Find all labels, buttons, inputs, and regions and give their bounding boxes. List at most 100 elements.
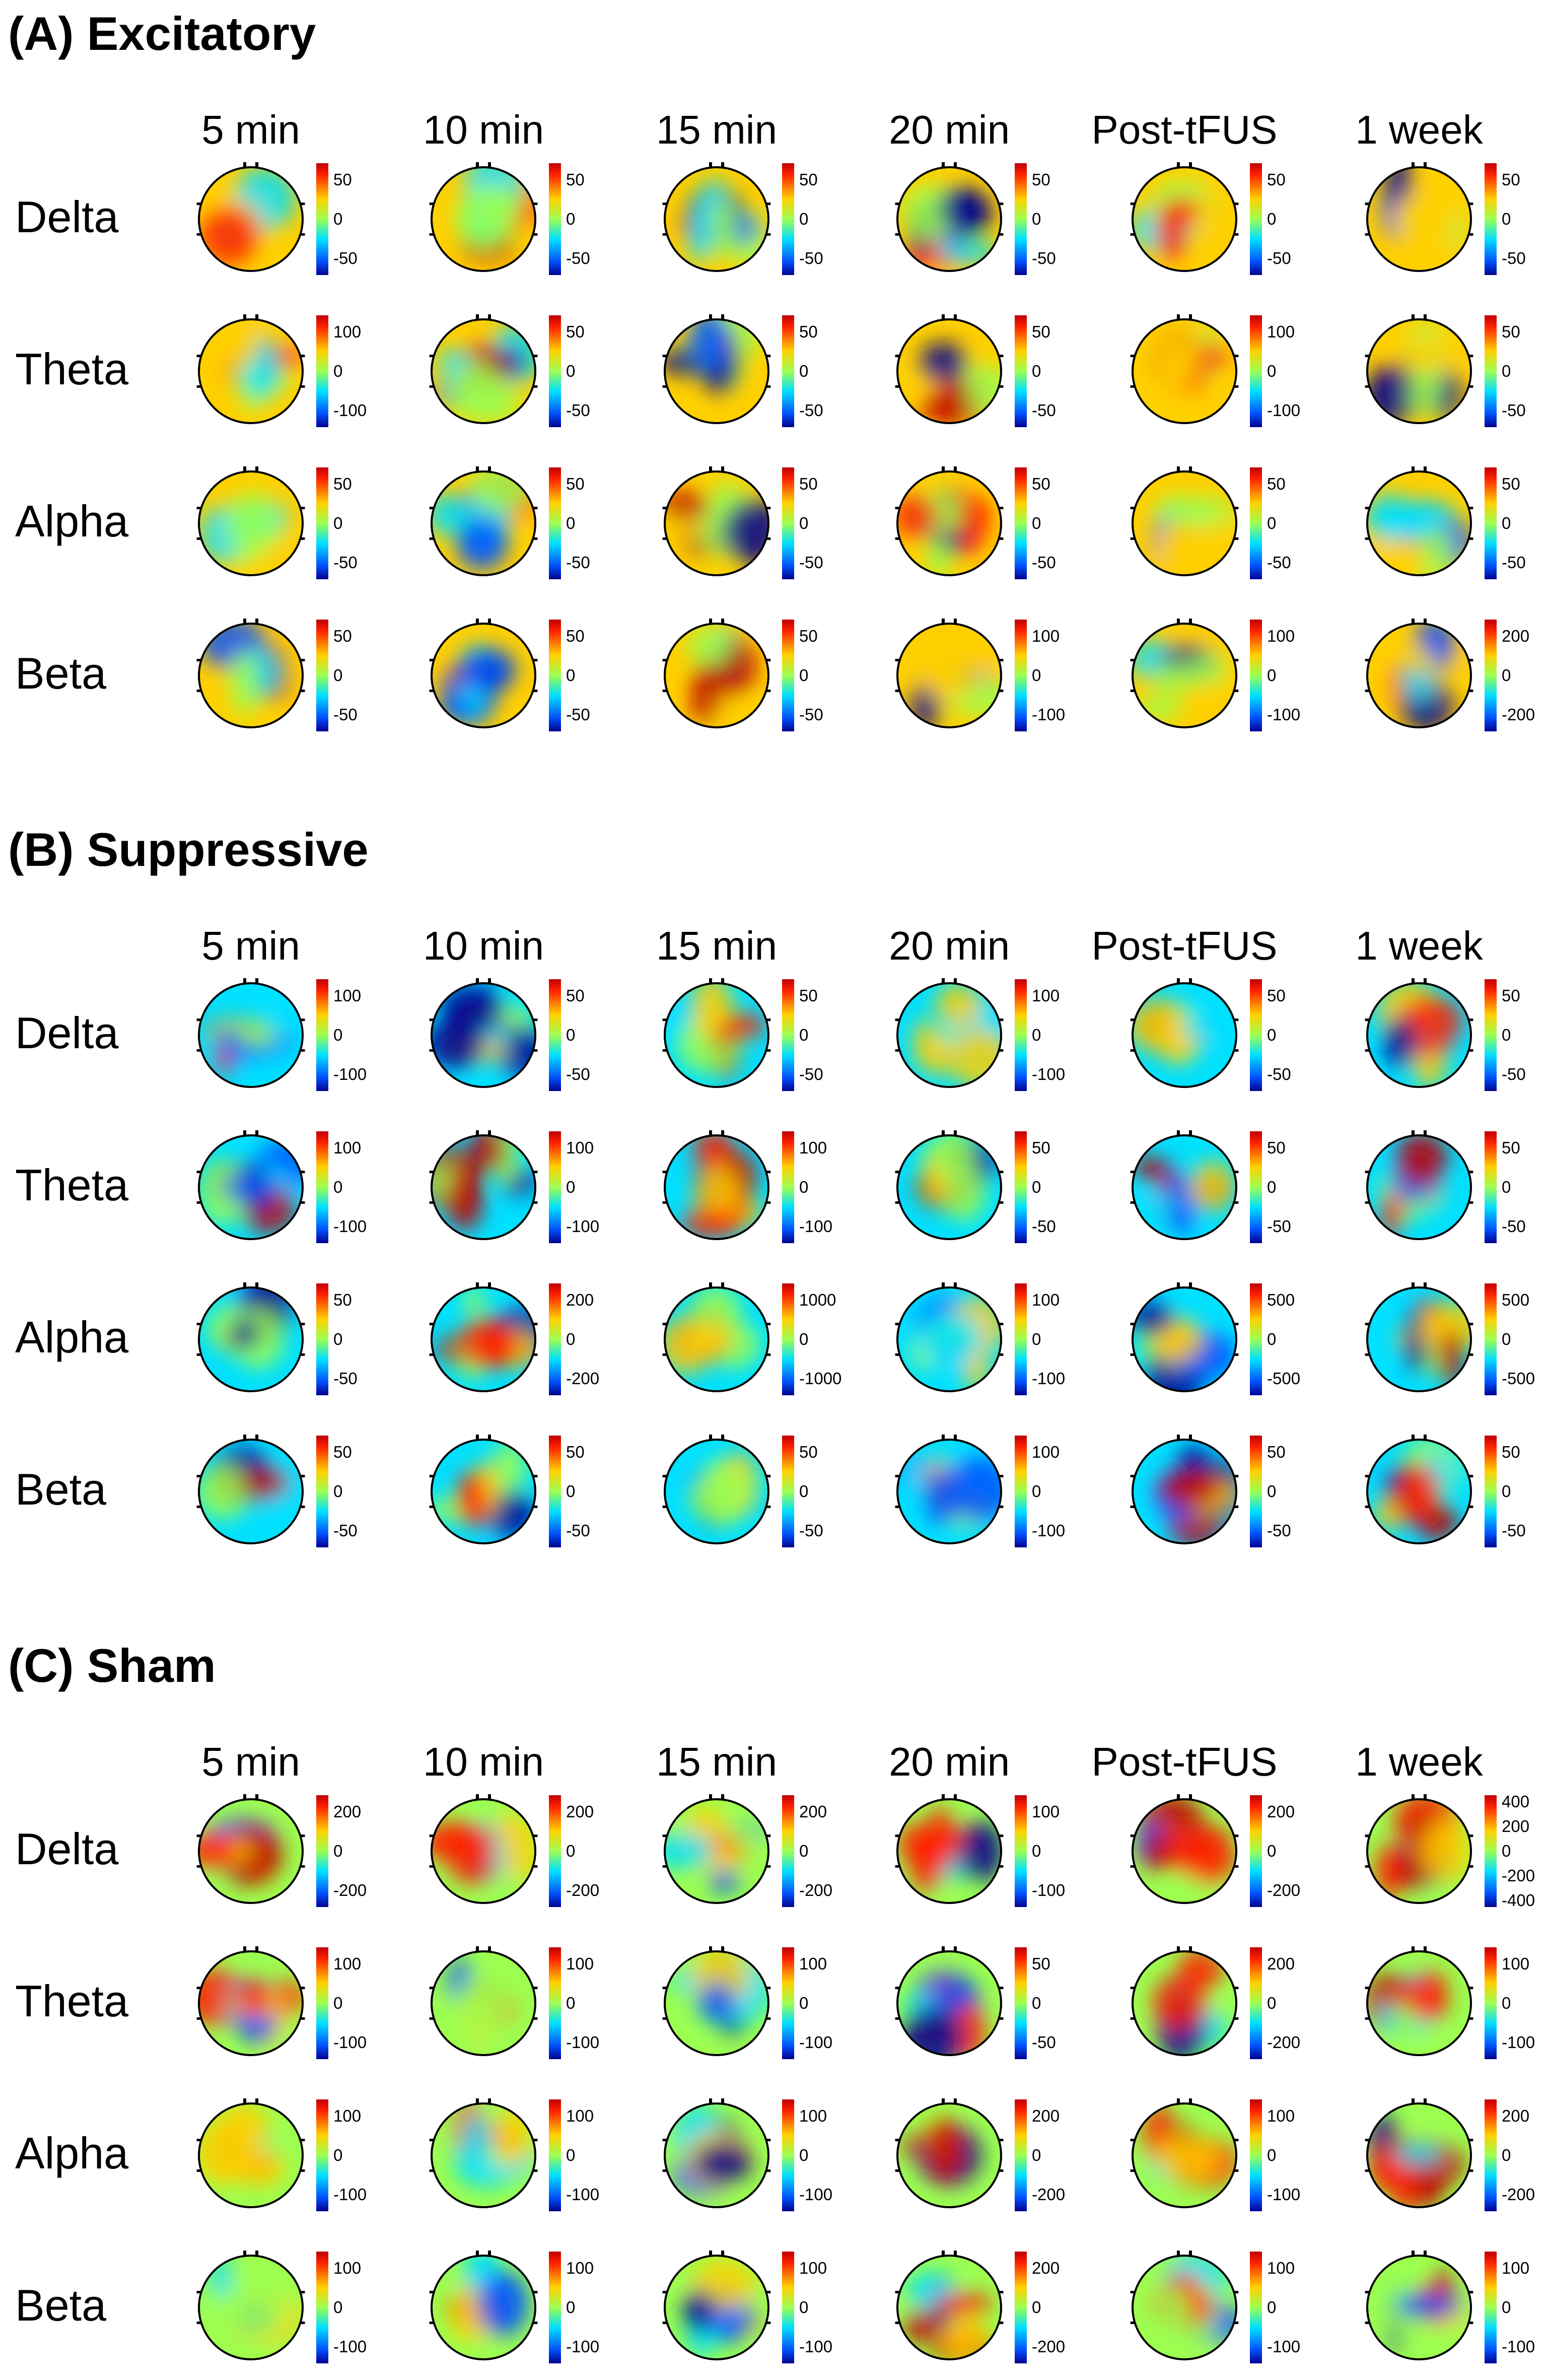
colorbar-tick-label: 0 [1502,1842,1511,1860]
colorbar-tick-label: -50 [1032,2032,1056,2052]
colorbar-tick-label: 0 [1502,666,1511,685]
topomap [196,314,305,424]
topomap [1365,1282,1473,1392]
topomap [429,314,538,424]
topomap [895,2098,1004,2208]
colorbar-tick-label: -200 [1032,2185,1066,2204]
colorbar [1485,467,1497,579]
colorbar [1485,163,1497,275]
colorbar-tick-label: -100 [1267,2337,1301,2356]
colorbar [1250,1947,1262,2059]
column-label: Post-tFUS [1091,923,1278,968]
topomap [196,466,305,576]
topomap [1365,1794,1473,1904]
colorbar-tick-label: 100 [1502,2259,1530,2278]
colorbar [1015,1436,1027,1547]
colorbar-tick-label: 0 [799,1482,809,1501]
colorbar-tick-label: 50 [566,1443,585,1462]
colorbar-tick-label: -100 [333,1064,367,1083]
section-title: (B) Suppressive [8,823,369,876]
colorbar-tick-label: -50 [333,248,358,267]
topomap [429,1435,538,1544]
column-label: 5 min [201,923,300,968]
colorbar [549,979,561,1091]
band-label: Theta [15,1160,129,1210]
colorbar [782,2252,794,2363]
colorbar-tick-label: -50 [566,400,590,420]
colorbar-tick-label: 0 [1032,514,1041,532]
colorbar [316,2099,328,2211]
colorbar-tick-label: 0 [566,362,576,380]
colorbar [1250,1131,1262,1243]
colorbar-tick-label: 0 [1032,2298,1041,2317]
colorbar-tick-label: -50 [799,1064,823,1083]
topomap [196,978,305,1088]
colorbar-tick-label: -100 [1032,705,1066,724]
colorbar [1015,979,1027,1091]
topomap [662,619,771,728]
column-label: Post-tFUS [1091,1739,1278,1784]
colorbar-tick-label: 0 [799,1842,809,1860]
colorbar-tick-label: -50 [1502,400,1526,420]
colorbar-tick-label: 100 [799,2259,827,2278]
band-label: Beta [15,648,107,698]
topomap [662,1130,771,1240]
colorbar [782,1947,794,2059]
colorbar-tick-label: 100 [1267,2106,1295,2126]
colorbar-tick-label: 0 [1502,2146,1511,2164]
colorbar-tick-label: 0 [799,210,809,228]
colorbar-tick-label: -50 [1267,1216,1291,1236]
colorbar-tick-label: 0 [799,362,809,380]
colorbar [1485,1436,1497,1547]
column-label: 10 min [423,923,544,968]
colorbar-tick-label: -200 [1267,2032,1301,2052]
colorbar-tick-label: -200 [566,1880,600,1899]
colorbar-tick-label: -50 [333,705,358,724]
colorbar [316,163,328,275]
colorbar-tick-label: -50 [566,553,590,572]
colorbar [316,1283,328,1395]
topomap [429,2251,538,2360]
colorbar-tick-label: -1000 [799,1369,842,1388]
colorbar-tick-label: -50 [1502,553,1526,572]
topomap [895,1435,1004,1544]
topomap [662,466,771,576]
colorbar-tick-label: 200 [333,1802,362,1821]
topomap [196,2251,305,2360]
colorbar-tick-label: 0 [566,666,576,685]
colorbar [1485,315,1497,427]
topomap [1130,2251,1239,2360]
colorbar-tick-label: 500 [1267,1290,1295,1310]
colorbar [316,620,328,731]
colorbar-tick-label: 0 [333,2146,343,2164]
colorbar-tick-label: 50 [799,474,818,494]
colorbar [1485,1283,1497,1395]
column-label: Post-tFUS [1091,107,1278,152]
colorbar-tick-label: 50 [566,474,585,494]
colorbar-tick-label: 200 [1267,1802,1295,1821]
colorbar [1015,1131,1027,1243]
topomap [1365,2251,1473,2360]
column-label: 15 min [656,1739,778,1784]
colorbar-tick-label: -50 [566,248,590,267]
topomap [1365,1130,1473,1240]
colorbar-tick-label: 100 [566,1138,594,1158]
topomap [196,162,305,272]
colorbar-tick-label: 50 [566,986,585,1005]
colorbar-tick-label: 100 [566,2106,594,2126]
colorbar [549,1283,561,1395]
colorbar-tick-label: -100 [1502,2032,1535,2052]
colorbar-tick-label: -50 [799,1521,823,1540]
colorbar-tick-label: 50 [799,627,818,646]
colorbar-tick-label: -50 [1267,248,1291,267]
colorbar-tick-label: 0 [566,2146,576,2164]
colorbar [1015,467,1027,579]
colorbar-tick-label: 0 [1502,1178,1511,1196]
topomap [662,1435,771,1544]
topomap [1130,1130,1239,1240]
topomap [1365,162,1473,272]
colorbar-tick-label: -200 [566,1369,600,1388]
colorbar-tick-label: 0 [566,1330,576,1348]
colorbar-tick-label: -200 [1502,2185,1535,2204]
colorbar-tick-label: 50 [333,1290,352,1310]
